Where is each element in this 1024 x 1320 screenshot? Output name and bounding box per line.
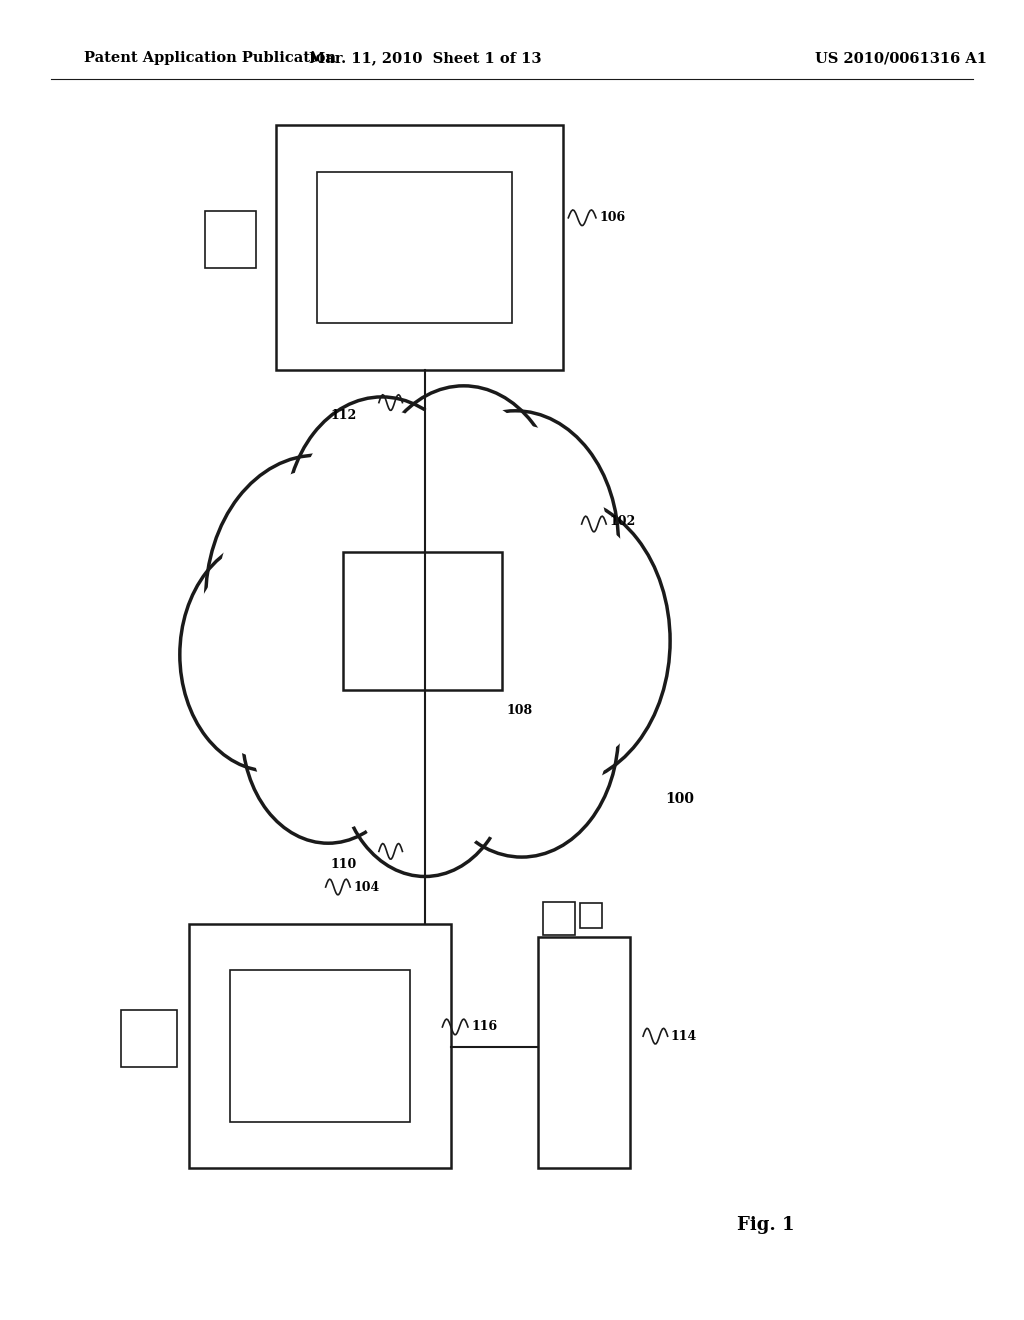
Circle shape <box>295 409 469 634</box>
Text: US 2010/0061316 A1: US 2010/0061316 A1 <box>815 51 987 65</box>
Circle shape <box>251 632 406 832</box>
Circle shape <box>377 399 551 623</box>
Bar <box>121 1010 177 1067</box>
Bar <box>189 924 451 1168</box>
Text: 114: 114 <box>671 1030 697 1043</box>
Text: Patent Application Publication: Patent Application Publication <box>84 51 336 65</box>
Bar <box>538 937 630 1168</box>
Circle shape <box>434 620 609 845</box>
Bar <box>580 903 602 928</box>
Text: Fig. 1: Fig. 1 <box>737 1216 795 1234</box>
Circle shape <box>422 424 608 664</box>
Circle shape <box>188 550 351 759</box>
Text: 108: 108 <box>507 704 534 717</box>
Circle shape <box>217 470 418 729</box>
Circle shape <box>305 458 545 768</box>
Text: 110: 110 <box>330 858 356 871</box>
Text: 104: 104 <box>353 880 380 894</box>
Bar <box>543 902 575 935</box>
Bar <box>343 552 502 690</box>
Circle shape <box>347 665 503 866</box>
Bar <box>276 125 563 370</box>
Text: 106: 106 <box>599 211 626 224</box>
Bar <box>230 970 410 1122</box>
Text: Mar. 11, 2010  Sheet 1 of 13: Mar. 11, 2010 Sheet 1 of 13 <box>308 51 542 65</box>
Text: 100: 100 <box>666 792 694 805</box>
Text: 102: 102 <box>609 515 636 528</box>
Text: 112: 112 <box>330 409 356 422</box>
Circle shape <box>458 511 658 771</box>
Bar <box>205 211 256 268</box>
Bar <box>317 172 512 323</box>
Text: 116: 116 <box>471 1020 498 1034</box>
